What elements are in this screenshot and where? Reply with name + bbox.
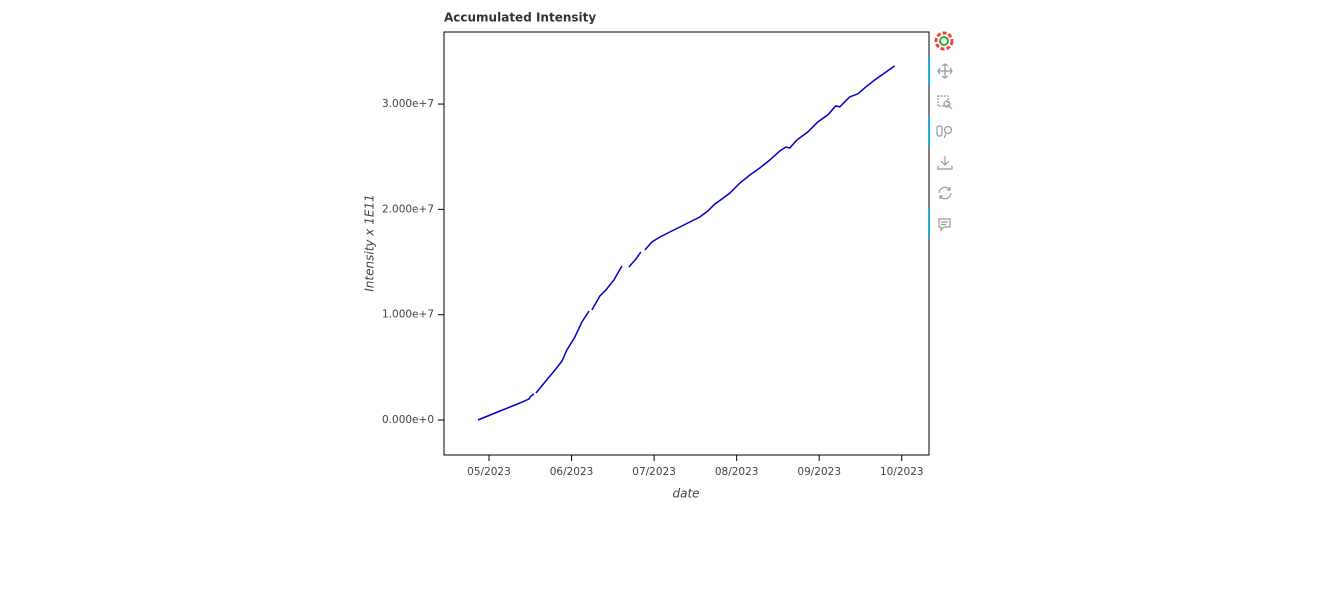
hover-tool[interactable] [938, 218, 951, 232]
data-line [477, 65, 896, 421]
x-axis-label: date [672, 487, 699, 501]
x-tick-label: 09/2023 [797, 466, 841, 478]
tool-active-indicator [928, 117, 930, 146]
x-tick-label: 06/2023 [550, 466, 594, 478]
wheel-zoom-tool[interactable] [936, 125, 953, 139]
x-tick-label: 05/2023 [467, 466, 511, 478]
plot-frame [443, 31, 930, 456]
tool-active-indicator [928, 57, 930, 85]
toolbar [928, 31, 954, 238]
y-axis-label: Intensity x 1E11 [363, 194, 377, 291]
bokeh-logo[interactable] [934, 31, 954, 51]
x-tick-label: 10/2023 [880, 466, 924, 478]
y-tick-label: 3.000e+7 [382, 98, 434, 110]
y-tick-label: 1.000e+7 [382, 309, 434, 321]
y-tick-label: 2.000e+7 [382, 203, 434, 215]
x-tick-label: 07/2023 [632, 466, 676, 478]
tool-active-indicator [928, 209, 930, 238]
box-zoom-tool[interactable] [937, 95, 953, 110]
x-tick-label: 08/2023 [715, 466, 759, 478]
y-tick-label: 0.000e+0 [382, 414, 434, 426]
save-tool[interactable] [937, 156, 953, 170]
chart-title: Accumulated Intensity [444, 11, 596, 25]
pan-tool[interactable] [937, 63, 953, 79]
reset-tool[interactable] [938, 186, 952, 200]
